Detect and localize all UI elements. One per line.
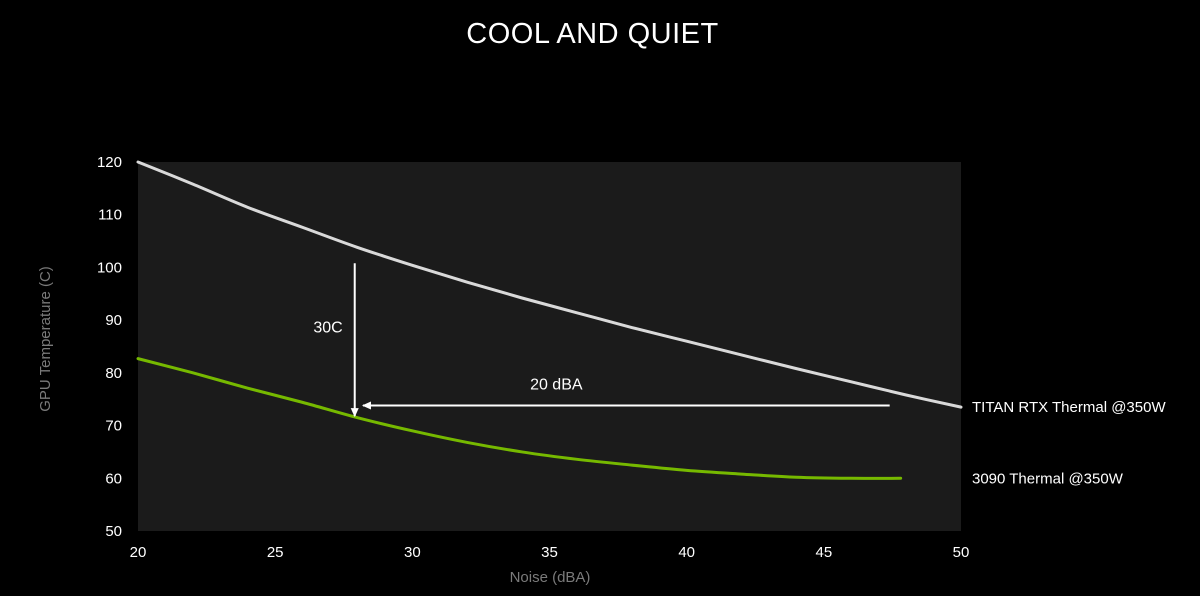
x-tick-label: 20 xyxy=(130,544,147,561)
y-tick-label: 50 xyxy=(105,523,122,540)
y-tick-label: 70 xyxy=(105,418,122,435)
series-line xyxy=(136,357,903,480)
x-tick-label: 40 xyxy=(678,544,695,561)
x-axis-ticks: 20 25 30 35 40 45 50 xyxy=(130,544,970,561)
x-tick-label: 50 xyxy=(953,544,970,561)
series-labels: TITAN RTX Thermal @350W 3090 Thermal @350… xyxy=(972,399,1166,487)
series-line xyxy=(136,160,963,409)
y-tick-label: 100 xyxy=(97,259,122,276)
x-tick-label: 30 xyxy=(404,544,421,561)
y-tick-label: 80 xyxy=(105,365,122,382)
chart-title: COOL AND QUIET xyxy=(466,18,719,50)
annotations: 30C 20 dBA xyxy=(313,263,890,418)
y-axis-ticks: 50 60 70 80 90 100 110 120 xyxy=(97,154,122,540)
x-tick-label: 25 xyxy=(267,544,284,561)
annotation-label: 30C xyxy=(313,320,342,337)
plot-area xyxy=(138,162,961,531)
series-label: 3090 Thermal @350W xyxy=(972,470,1124,487)
y-tick-label: 110 xyxy=(98,207,122,224)
series-label: TITAN RTX Thermal @350W xyxy=(972,399,1166,416)
y-tick-label: 60 xyxy=(105,470,122,487)
annotation-label: 20 dBA xyxy=(530,377,583,394)
y-axis-label: GPU Temperature (C) xyxy=(37,266,54,412)
x-axis-label: Noise (dBA) xyxy=(510,569,591,586)
x-tick-label: 45 xyxy=(815,544,832,561)
series-lines xyxy=(136,160,963,480)
y-tick-label: 90 xyxy=(105,312,122,329)
y-tick-label: 120 xyxy=(97,154,122,171)
x-tick-label: 35 xyxy=(541,544,558,561)
